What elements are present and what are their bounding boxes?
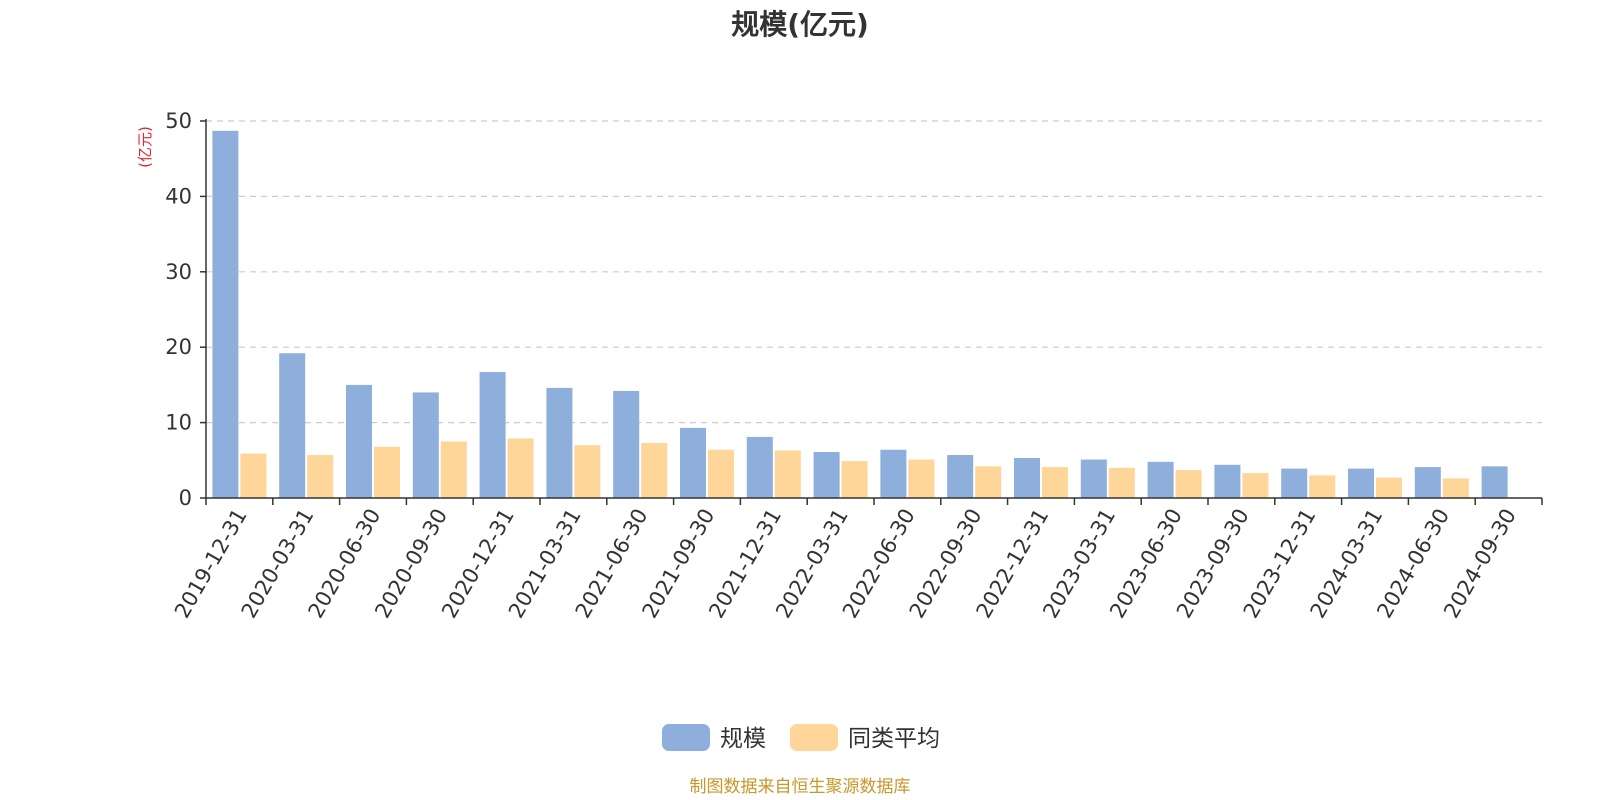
grid-lines xyxy=(206,120,1542,424)
bar-category-average xyxy=(641,442,668,498)
y-tick-label: 10 xyxy=(165,411,192,435)
bar-category-average xyxy=(240,453,267,498)
legend: 规模 同类平均 xyxy=(662,724,940,752)
chart-title: 规模(亿元) xyxy=(731,8,869,41)
bar-scale xyxy=(613,390,640,498)
axes: 010203040502019-12-312020-03-312020-06-3… xyxy=(165,109,1543,623)
bar-scale xyxy=(1414,467,1441,498)
bar-category-average xyxy=(574,445,601,498)
y-tick-label: 50 xyxy=(165,109,192,133)
bar-scale xyxy=(947,455,974,498)
x-tick-label: 2024-09-30 xyxy=(1439,505,1521,623)
bar-category-average xyxy=(774,450,801,498)
legend-swatch xyxy=(790,724,838,751)
bar-category-average xyxy=(440,441,467,498)
y-tick-label: 30 xyxy=(165,260,192,284)
bar-category-average xyxy=(1309,475,1336,498)
bar-scale xyxy=(1014,458,1040,498)
bar-category-average xyxy=(708,449,734,498)
bar-scale xyxy=(479,372,506,498)
bar-category-average xyxy=(307,455,334,498)
bar-scale xyxy=(1281,468,1308,498)
bar-category-average xyxy=(1442,478,1469,498)
bar-scale xyxy=(279,353,306,498)
bar-scale xyxy=(546,387,573,498)
bar-scale xyxy=(813,452,840,498)
bar-scale xyxy=(1348,468,1374,498)
bar-scale xyxy=(680,427,706,498)
bar-scale xyxy=(1214,464,1241,498)
bar-scale xyxy=(412,392,439,498)
bar-category-average xyxy=(1042,467,1068,498)
bar-category-average xyxy=(374,446,400,498)
bar-category-average xyxy=(1376,477,1402,498)
bar-category-average xyxy=(1175,470,1202,498)
bars xyxy=(212,130,1508,498)
bar-category-average xyxy=(1242,473,1269,498)
legend-swatch xyxy=(662,724,710,751)
data-source-note: 制图数据来自恒生聚源数据库 xyxy=(690,777,911,797)
y-tick-label: 40 xyxy=(165,184,192,208)
legend-label: 规模 xyxy=(720,726,766,752)
y-axis-unit-label: (亿元) xyxy=(136,126,154,168)
bar-scale xyxy=(1147,461,1174,498)
y-tick-label: 0 xyxy=(179,486,192,510)
bar-category-average xyxy=(975,466,1002,498)
bar-scale xyxy=(1080,459,1107,498)
bar-category-average xyxy=(1108,467,1135,498)
y-tick-label: 20 xyxy=(165,335,192,359)
bar-scale xyxy=(880,449,907,498)
legend-label: 同类平均 xyxy=(848,726,940,752)
bar-scale xyxy=(1481,466,1508,498)
bar-category-average xyxy=(507,438,534,498)
bar-scale xyxy=(746,436,773,498)
bar-scale xyxy=(346,384,372,498)
bar-scale xyxy=(212,130,239,498)
bar-category-average xyxy=(841,461,868,498)
bar-category-average xyxy=(908,459,935,498)
